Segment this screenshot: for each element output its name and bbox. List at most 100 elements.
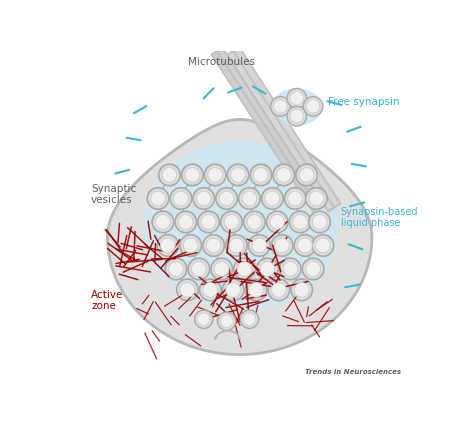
Circle shape [247,215,262,229]
Circle shape [287,89,307,108]
Circle shape [284,188,306,209]
Text: Free synapsin: Free synapsin [328,98,400,107]
Circle shape [208,167,222,182]
Circle shape [165,258,187,280]
Circle shape [270,215,284,229]
Circle shape [302,258,324,280]
Circle shape [224,215,239,229]
Text: Microtubules: Microtubules [188,57,255,67]
Circle shape [231,167,246,182]
Circle shape [290,92,303,105]
Circle shape [303,97,323,116]
Circle shape [254,167,268,182]
Circle shape [221,211,242,233]
Circle shape [239,188,260,209]
Circle shape [179,215,193,229]
Circle shape [226,235,247,256]
Circle shape [201,215,216,229]
Circle shape [262,188,283,209]
Circle shape [159,164,180,186]
Circle shape [283,262,298,276]
Circle shape [200,279,221,301]
Circle shape [306,188,327,209]
Text: Synapsin-based
liquid phase: Synapsin-based liquid phase [341,206,419,228]
Circle shape [289,211,311,233]
Circle shape [266,211,288,233]
Circle shape [162,167,177,182]
Circle shape [249,282,264,297]
Circle shape [170,188,191,209]
Circle shape [307,100,320,113]
Circle shape [183,238,198,253]
Polygon shape [108,120,372,354]
Circle shape [287,106,307,126]
Circle shape [188,258,210,280]
Circle shape [175,211,197,233]
Circle shape [271,235,293,256]
Circle shape [214,262,229,276]
Circle shape [180,235,201,256]
Circle shape [294,282,309,297]
Circle shape [227,164,249,186]
Circle shape [222,279,244,301]
Circle shape [152,211,173,233]
Circle shape [280,258,301,280]
Circle shape [275,238,290,253]
Ellipse shape [272,88,322,126]
Circle shape [250,164,272,186]
Circle shape [273,164,294,186]
Circle shape [316,238,330,253]
Text: Trends in Neurosciences: Trends in Neurosciences [305,369,401,375]
Circle shape [218,312,236,330]
Circle shape [211,258,232,280]
Ellipse shape [143,141,339,310]
Circle shape [276,167,291,182]
Circle shape [193,188,215,209]
Circle shape [309,191,324,206]
Circle shape [296,164,318,186]
Circle shape [173,191,188,206]
Circle shape [243,313,255,326]
Circle shape [204,164,226,186]
Circle shape [203,282,218,297]
Circle shape [245,279,267,301]
Circle shape [157,235,179,256]
Circle shape [252,238,266,253]
Circle shape [298,238,312,253]
Circle shape [155,215,170,229]
Circle shape [271,97,290,116]
Circle shape [312,215,327,229]
Polygon shape [227,47,340,212]
Text: Active
zone: Active zone [91,290,124,312]
Circle shape [242,191,257,206]
Circle shape [198,313,210,326]
Circle shape [219,191,234,206]
Circle shape [185,167,200,182]
Circle shape [291,279,312,301]
Circle shape [256,258,278,280]
Circle shape [244,211,265,233]
Circle shape [195,310,213,329]
Circle shape [177,279,198,301]
Circle shape [206,238,221,253]
Circle shape [299,167,314,182]
Circle shape [161,238,175,253]
Circle shape [229,238,244,253]
Circle shape [306,262,320,276]
Circle shape [265,191,280,206]
Circle shape [196,191,211,206]
Circle shape [240,310,259,329]
Circle shape [309,211,330,233]
Circle shape [294,235,316,256]
Circle shape [272,282,286,297]
Circle shape [182,164,203,186]
Circle shape [203,235,224,256]
Circle shape [198,211,219,233]
Circle shape [226,282,240,297]
Circle shape [260,262,275,276]
Circle shape [169,262,183,276]
Circle shape [180,282,195,297]
Circle shape [147,188,169,209]
Circle shape [288,191,302,206]
Circle shape [268,279,290,301]
